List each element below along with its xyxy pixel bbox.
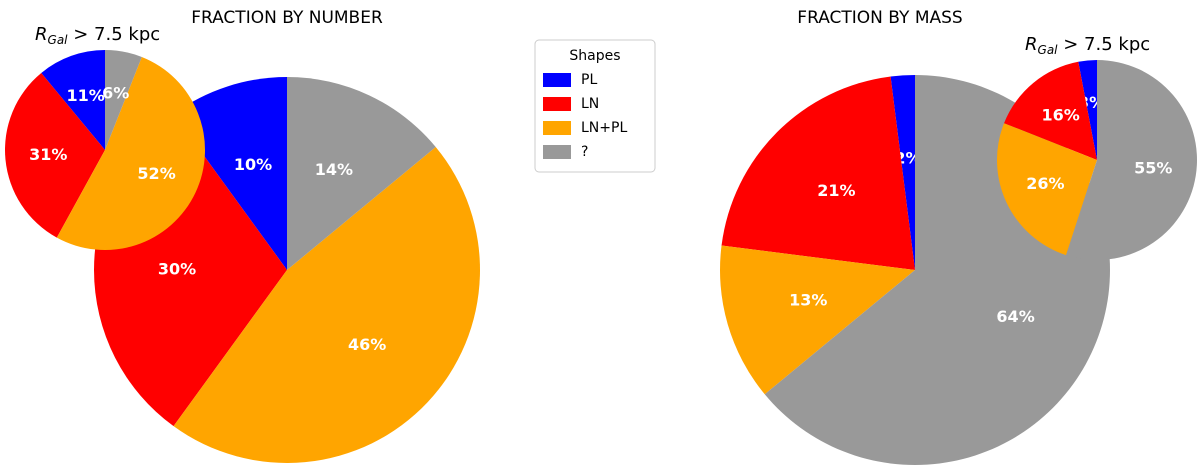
pie-slice xyxy=(41,50,105,150)
pie-slice xyxy=(173,146,481,463)
pie-slice xyxy=(105,50,142,150)
inset-symbol: R xyxy=(1025,34,1038,55)
data-label: 46% xyxy=(348,335,386,354)
data-label: 26% xyxy=(1026,174,1064,193)
data-label: 55% xyxy=(1134,158,1172,177)
pie-slice xyxy=(890,75,915,270)
legend-label: ? xyxy=(581,144,588,160)
pie-slice xyxy=(4,72,106,238)
pie-slice xyxy=(721,76,915,271)
inset-text: > 7.5 kpc xyxy=(68,24,161,45)
pie-slice xyxy=(1066,60,1197,260)
pie-slice xyxy=(720,245,915,395)
data-label: 6% xyxy=(102,84,129,103)
legend-swatch xyxy=(543,121,571,135)
pie-slice xyxy=(1078,60,1097,160)
data-label: 11% xyxy=(67,86,105,105)
data-label: 64% xyxy=(996,307,1034,326)
legend-label: LN+PL xyxy=(581,120,627,136)
data-label: 52% xyxy=(137,164,175,183)
data-label: 14% xyxy=(315,160,353,179)
inset-text: > 7.5 kpc xyxy=(1058,34,1151,55)
inset-label: RGal > 7.5 kpc xyxy=(35,24,160,47)
legend-title: Shapes xyxy=(569,48,620,64)
inset-symbol: R xyxy=(35,24,48,45)
data-label: 16% xyxy=(1042,106,1080,125)
pie-slice xyxy=(287,77,436,270)
pie: 3%16%26%55% xyxy=(997,60,1197,260)
pie-slice xyxy=(56,57,206,251)
legend: Shapes PL LN LN+PL? xyxy=(534,39,656,173)
data-label: 30% xyxy=(158,260,196,279)
data-label: 21% xyxy=(817,181,855,200)
pies: 10%30%46%14%11%31%52%6%2%21%13%64%3%16%2… xyxy=(4,50,1197,466)
pie: 10% 30% 46% 14% xyxy=(94,77,481,463)
inset-subscript: Gal xyxy=(1038,43,1059,57)
pie-slice xyxy=(173,77,287,270)
legend-swatch xyxy=(543,97,571,111)
inset-subscript: Gal xyxy=(48,33,69,47)
pie-slice xyxy=(997,123,1097,256)
data-label: 13% xyxy=(789,291,827,310)
legend-swatch xyxy=(543,145,571,159)
pie: 11% 31% 52% 6% xyxy=(4,50,206,251)
inset-label: RGal > 7.5 kpc xyxy=(1025,34,1150,57)
data-label: 10% xyxy=(234,155,272,174)
legend-label: PL xyxy=(581,72,597,88)
legend-swatch xyxy=(543,73,571,87)
pie-slice xyxy=(1004,61,1097,161)
data-label: 31% xyxy=(29,145,67,164)
chart-title: FRACTION BY NUMBER xyxy=(191,8,383,28)
legend-label: LN xyxy=(581,96,599,112)
chart-title: FRACTION BY MASS xyxy=(797,8,962,28)
